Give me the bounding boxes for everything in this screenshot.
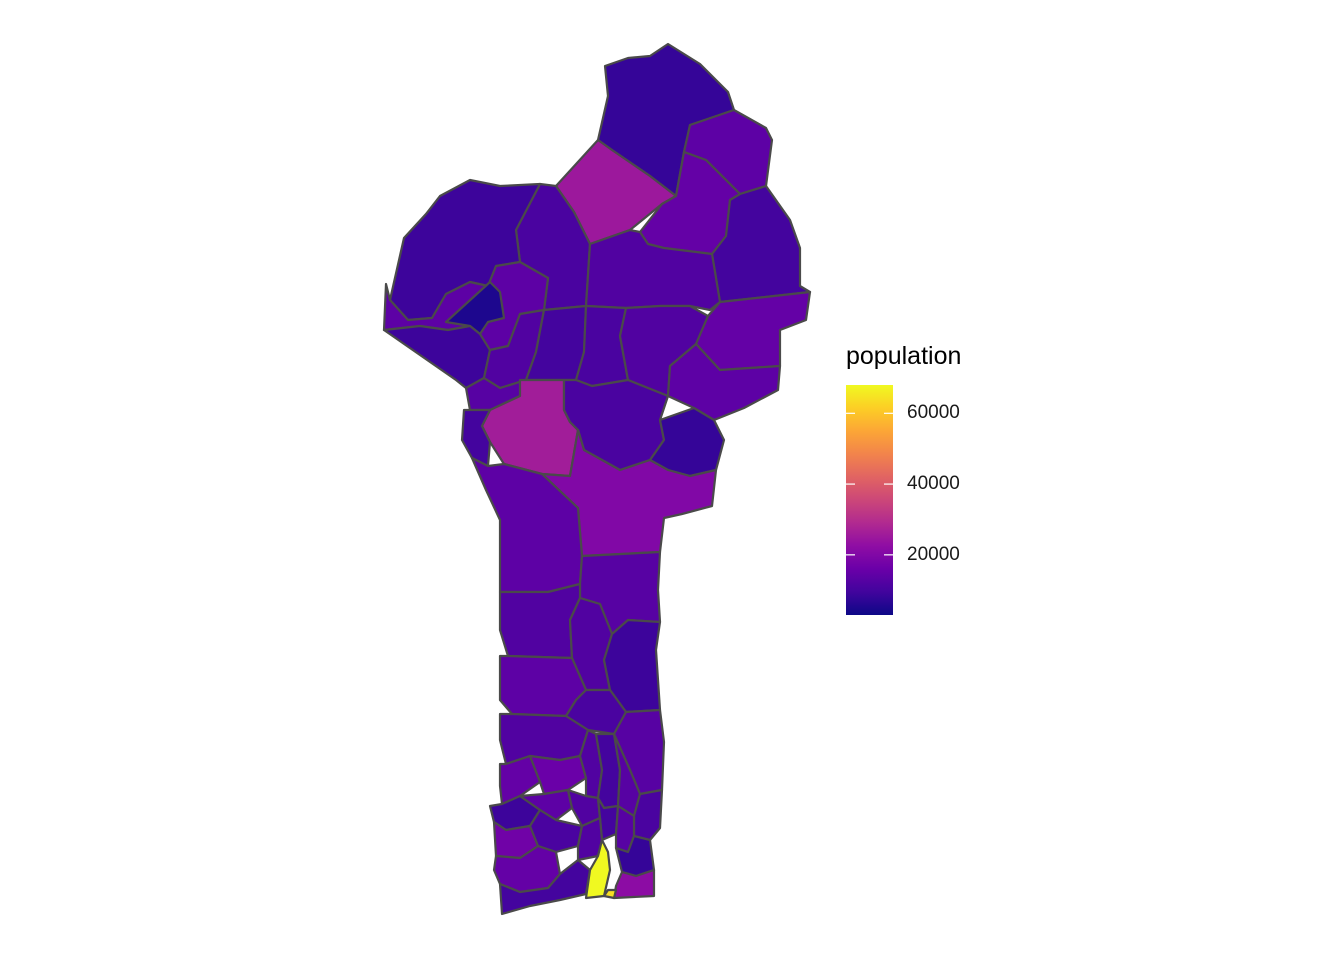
region-west-1[interactable] [382,324,492,390]
legend-tick-label: 40000 [907,473,960,495]
region-west-strip[interactable] [460,408,492,468]
region-south-13[interactable] [632,788,664,842]
map-regions [382,42,812,916]
legend-colorbar [846,385,893,615]
region-south-8[interactable] [498,754,542,806]
region-east-2[interactable] [666,342,782,422]
legend-ticks [846,412,893,556]
region-south-9[interactable] [528,754,588,796]
legend-title: population [846,342,962,370]
region-south-1[interactable] [498,582,582,660]
region-coast-yellow[interactable] [584,838,612,900]
legend [846,385,893,615]
region-coast-east[interactable] [612,868,656,900]
legend-tick-label: 20000 [907,543,960,565]
region-coast-small[interactable] [602,888,618,900]
legend-tick-label: 60000 [907,402,960,424]
region-south-5[interactable] [564,688,628,736]
